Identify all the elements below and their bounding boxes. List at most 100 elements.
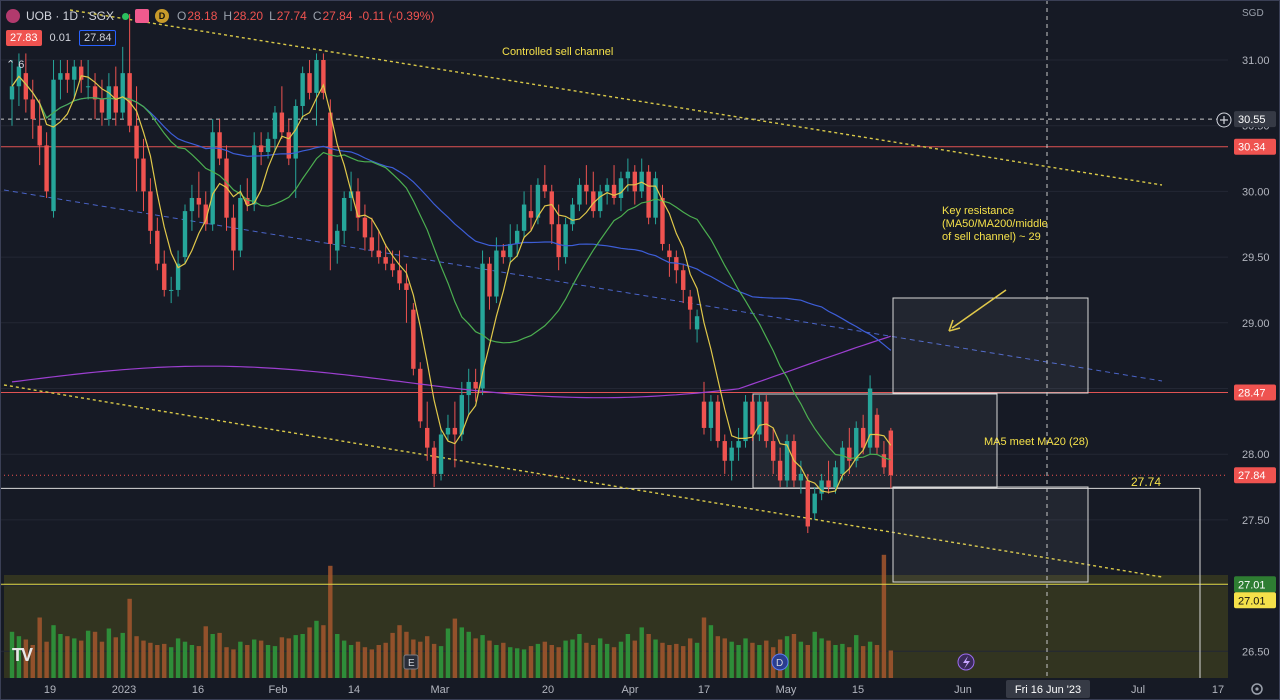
candle-body bbox=[300, 73, 305, 106]
volume-bar bbox=[528, 646, 534, 678]
candle-body bbox=[162, 263, 167, 290]
ma50-line bbox=[11, 75, 892, 351]
volume-bar bbox=[141, 640, 146, 678]
price-change: -0.11 (-0.39%) bbox=[358, 9, 435, 23]
price-tag-label: 28.47 bbox=[1238, 387, 1266, 399]
volume-bar bbox=[217, 632, 222, 678]
volume-bar bbox=[127, 598, 132, 678]
volume-bar bbox=[854, 635, 859, 678]
volume-bar bbox=[425, 636, 430, 678]
ohlc-close-value: 27.84 bbox=[322, 9, 353, 23]
channel-upper-line bbox=[69, 9, 1163, 186]
volume-bar bbox=[37, 617, 42, 678]
volume-bar bbox=[708, 625, 714, 678]
candle-body bbox=[736, 441, 741, 448]
candle-body bbox=[452, 427, 458, 435]
time-axis[interactable]: 19 2023 16 Feb 14 Mar 20 Apr 17 May 15 Jun Jul 17 Fri … bbox=[0, 678, 1280, 700]
time-tick-label: May bbox=[776, 684, 797, 696]
candle-body bbox=[854, 427, 859, 461]
time-tick-label: Jun bbox=[954, 684, 972, 696]
volume-bar bbox=[604, 643, 610, 678]
volume-bar bbox=[494, 645, 499, 678]
candle-body bbox=[874, 414, 880, 448]
volume-bar bbox=[155, 645, 160, 678]
annotation-key-resistance-3: of sell channel) ~ 29 bbox=[942, 231, 1041, 243]
volume-bar bbox=[376, 645, 381, 678]
ask-price[interactable]: 27.84 bbox=[78, 30, 117, 46]
time-tick-label: Apr bbox=[621, 684, 638, 696]
volume-bar bbox=[459, 627, 464, 678]
candle-body bbox=[805, 480, 810, 527]
candle-body bbox=[501, 250, 506, 258]
volume-bar bbox=[535, 643, 541, 678]
candle-body bbox=[314, 60, 319, 93]
candle-body bbox=[826, 480, 831, 488]
settings-gear-icon[interactable] bbox=[1251, 683, 1263, 695]
volume-bar bbox=[307, 627, 312, 678]
volume-bar bbox=[812, 631, 817, 678]
candle-body bbox=[764, 401, 769, 442]
dividend-badge[interactable] bbox=[771, 653, 789, 671]
volume-bar bbox=[286, 638, 291, 678]
event-badges[interactable]: E D bbox=[403, 653, 975, 671]
candle-body bbox=[141, 158, 146, 192]
volume-bar bbox=[757, 645, 762, 678]
time-axis-background bbox=[0, 678, 1280, 700]
crosshair-plus-icon[interactable] bbox=[1216, 112, 1232, 128]
candle-body bbox=[611, 184, 617, 198]
horizontal-levels bbox=[0, 118, 1228, 678]
symbol-logo-icon bbox=[6, 9, 20, 23]
volume-bar bbox=[764, 640, 769, 678]
time-tick-label: Jul bbox=[1131, 684, 1145, 696]
candle-body bbox=[535, 184, 541, 218]
crosshair-price-tag-label: 30.55 bbox=[1238, 114, 1266, 126]
candle-body bbox=[182, 211, 188, 258]
candle-body bbox=[328, 112, 333, 244]
volume-bar bbox=[577, 634, 582, 678]
bid-price[interactable]: 27.83 bbox=[6, 30, 42, 46]
delayed-data-icon: D bbox=[155, 9, 170, 23]
candle-body bbox=[646, 171, 651, 218]
price-tag bbox=[1234, 592, 1276, 609]
volume-bar bbox=[660, 642, 665, 678]
volume-bar bbox=[23, 639, 29, 678]
symbol-label[interactable]: UOB · 1D · SGX bbox=[26, 9, 115, 23]
currency-label: SGD bbox=[1242, 8, 1264, 19]
volume-bar bbox=[162, 643, 167, 678]
volume-bar bbox=[30, 645, 35, 678]
tradingview-logo-icon[interactable]: TV bbox=[12, 645, 33, 665]
candle-body bbox=[85, 86, 91, 88]
volume-bar bbox=[175, 638, 181, 678]
time-tick-label: 14 bbox=[348, 684, 360, 696]
earnings-badge-label: E bbox=[408, 658, 415, 669]
candle-body bbox=[44, 145, 49, 192]
indicator-count: 6 bbox=[18, 59, 25, 71]
volume-bar bbox=[701, 617, 707, 678]
volume-bar bbox=[335, 634, 340, 678]
volume-bar bbox=[134, 636, 139, 678]
candle-body bbox=[134, 125, 139, 159]
volume-bar bbox=[480, 635, 485, 678]
indicators-toggle[interactable]: ⌃ 6 bbox=[6, 58, 24, 71]
resistance-arrowhead-icon bbox=[948, 319, 961, 332]
time-tick-label: 17 bbox=[1212, 684, 1224, 696]
candle-body bbox=[148, 191, 153, 231]
candle-body bbox=[231, 217, 236, 251]
flag-icon[interactable] bbox=[135, 9, 150, 23]
candle-body bbox=[279, 112, 285, 133]
volume-bar bbox=[58, 634, 63, 678]
candle-body bbox=[757, 401, 762, 435]
candle-body bbox=[528, 211, 534, 218]
volume-bar bbox=[881, 554, 887, 678]
candle-body bbox=[293, 105, 298, 159]
volume-bar bbox=[598, 638, 603, 678]
chart-annotations: Controlled sell channel Key resistance (… bbox=[502, 46, 1161, 489]
earnings-badge[interactable] bbox=[403, 654, 419, 670]
price-tag bbox=[1234, 138, 1276, 155]
volume-bar bbox=[473, 638, 478, 678]
candle-body bbox=[514, 230, 520, 244]
lightning-icon bbox=[963, 656, 970, 669]
candle-body bbox=[584, 184, 589, 192]
volume-bar bbox=[418, 641, 423, 678]
